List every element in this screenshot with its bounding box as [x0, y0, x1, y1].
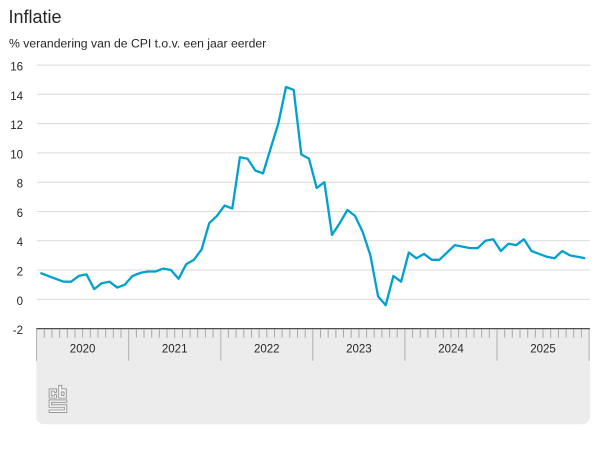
svg-text:16: 16 — [10, 62, 23, 74]
svg-text:2025: 2025 — [530, 344, 556, 356]
svg-text:12: 12 — [10, 120, 23, 132]
svg-text:-2: -2 — [13, 325, 23, 337]
svg-text:2021: 2021 — [162, 344, 188, 356]
svg-text:10: 10 — [10, 149, 23, 161]
svg-text:0: 0 — [17, 296, 23, 308]
svg-text:14: 14 — [10, 91, 23, 103]
svg-text:8: 8 — [17, 179, 23, 191]
svg-text:% verandering van de CPI t.o.v: % verandering van de CPI t.o.v. een jaar… — [9, 36, 266, 50]
svg-text:4: 4 — [17, 237, 24, 249]
svg-text:6: 6 — [17, 208, 23, 220]
svg-text:Inflatie: Inflatie — [9, 7, 62, 27]
svg-text:2024: 2024 — [438, 344, 464, 356]
svg-text:2: 2 — [17, 267, 23, 279]
svg-text:2020: 2020 — [70, 344, 96, 356]
svg-text:2023: 2023 — [346, 344, 372, 356]
svg-text:2022: 2022 — [254, 344, 280, 356]
